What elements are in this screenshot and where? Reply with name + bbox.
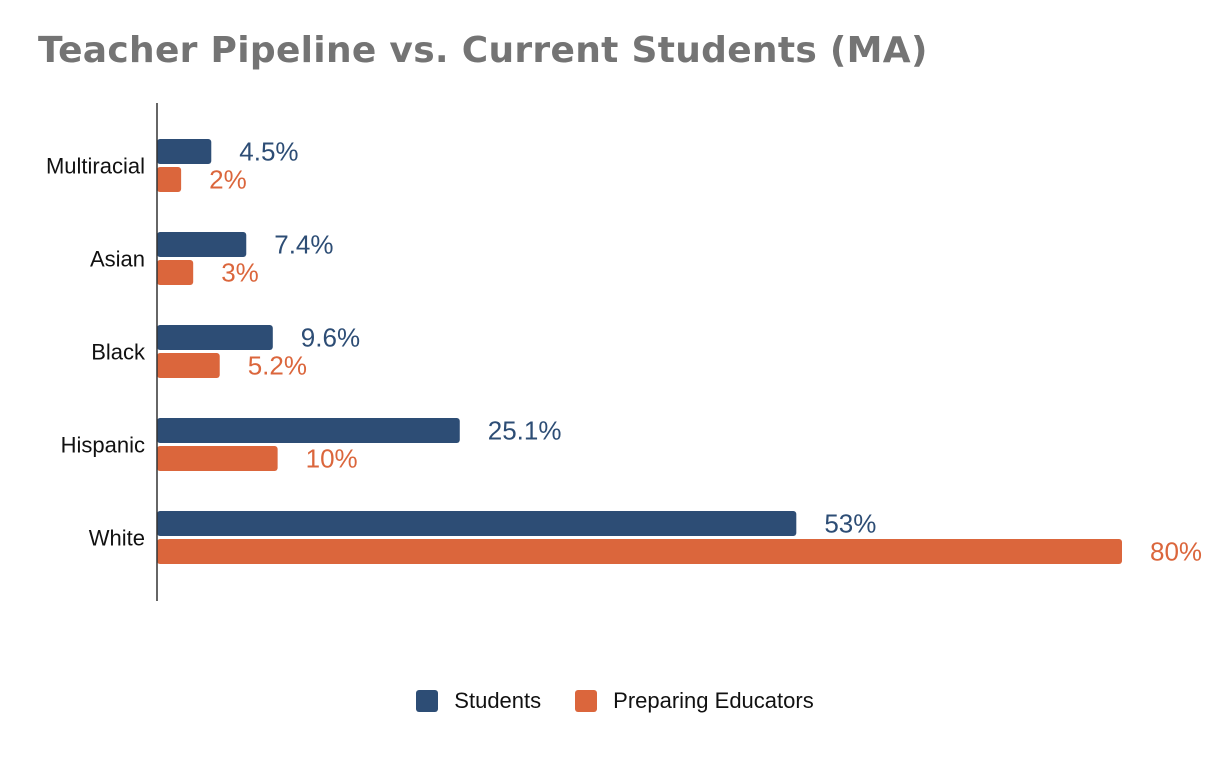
legend-swatch-preparing-educators	[575, 690, 598, 712]
bar-students-multiracial[interactable]	[157, 139, 212, 164]
value-label-preparing-educators-white: 80%	[1150, 537, 1202, 567]
bar-preparing-educators-white[interactable]	[157, 539, 1122, 564]
value-label-students-hispanic: 25.1%	[488, 416, 562, 446]
legend-item-students[interactable]: Students	[416, 688, 541, 714]
bar-preparing-educators-hispanic[interactable]	[157, 446, 278, 471]
legend-label-students: Students	[454, 688, 542, 713]
value-label-preparing-educators-hispanic: 10%	[306, 444, 358, 474]
bar-students-hispanic[interactable]	[157, 418, 460, 443]
bar-preparing-educators-black[interactable]	[157, 353, 220, 378]
category-label-white: White	[89, 526, 145, 551]
category-label-multiracial: Multiracial	[46, 154, 145, 179]
value-label-students-asian: 7.4%	[274, 230, 333, 260]
bars-layer: Multiracial 4.5%2% Asian 7.4% 3% Black 9.6%5.2…	[46, 137, 1202, 567]
bar-students-asian[interactable]	[157, 232, 247, 257]
legend-swatch-students	[416, 690, 439, 712]
value-label-students-multiracial: 4.5%	[239, 137, 298, 167]
value-label-preparing-educators-black: 5.2%	[248, 351, 307, 381]
category-label-hispanic: Hispanic	[61, 433, 145, 458]
category-label-asian: Asian	[90, 247, 145, 272]
value-label-preparing-educators-asian: 3%	[221, 258, 259, 288]
category-label-black: Black	[91, 340, 146, 365]
bar-students-black[interactable]	[157, 325, 273, 350]
value-label-preparing-educators-multiracial: 2%	[209, 165, 247, 195]
value-label-students-black: 9.6%	[301, 323, 360, 353]
chart-title: Teacher Pipeline vs. Current Students (M…	[38, 30, 928, 71]
legend-label-preparing-educators: Preparing Educators	[613, 688, 814, 713]
value-label-students-white: 53%	[824, 509, 876, 539]
bar-chart: Multiracial 4.5%2% Asian 7.4% 3% Black 9.6%5.2…	[46, 103, 1202, 601]
bar-students-white[interactable]	[157, 511, 797, 536]
legend-item-preparing-educators[interactable]: Preparing Educators	[575, 688, 814, 714]
bar-preparing-educators-multiracial[interactable]	[157, 167, 182, 192]
bar-preparing-educators-asian[interactable]	[157, 260, 194, 285]
legend: Students Preparing Educators	[0, 688, 1230, 714]
